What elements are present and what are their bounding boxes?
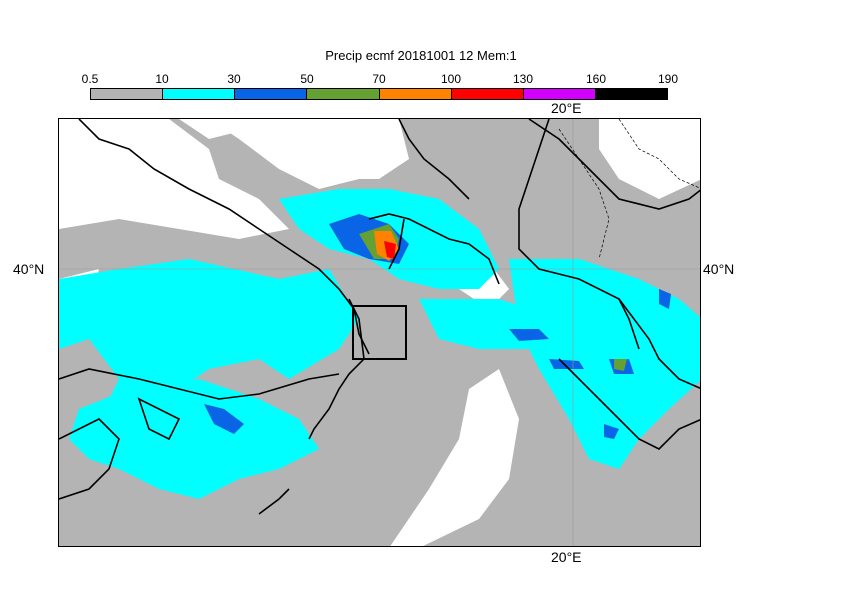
colorbar-tick: 0.5 [81, 72, 99, 86]
colorbar-swatch [595, 89, 667, 99]
colorbar-tick: 130 [512, 72, 534, 86]
colorbar-tick: 160 [585, 72, 607, 86]
colorbar-swatch [451, 89, 524, 99]
colorbar-tick: 100 [440, 72, 462, 86]
precip-heavy-core [359, 224, 627, 371]
colorbar-swatch [235, 89, 308, 99]
longitude-label-top: 20°E [551, 100, 582, 116]
study-area-box [352, 305, 407, 360]
colorbar-tick-labels: 0.5 10 30 50 70 100 130 160 190 [0, 72, 842, 88]
colorbar-swatch [307, 89, 380, 99]
colorbar-swatch [91, 89, 164, 99]
colorbar-tick: 50 [300, 72, 314, 86]
latitude-label-left: 40°N [13, 261, 45, 277]
colorbar-swatch [523, 89, 596, 99]
precipitation-map [58, 118, 701, 547]
colorbar-tick: 190 [657, 72, 679, 86]
colorbar-tick: 10 [155, 72, 169, 86]
colorbar-swatch [379, 89, 452, 99]
colorbar-tick: 70 [372, 72, 386, 86]
colorbar-swatch [163, 89, 236, 99]
colorbar-tick: 30 [227, 72, 241, 86]
borders [558, 119, 700, 260]
longitude-label-bottom: 20°E [551, 549, 582, 565]
map-title: Precip ecmf 20181001 12 Mem:1 [325, 48, 517, 63]
latitude-label-right: 40°N [703, 261, 735, 277]
colorbar [90, 88, 668, 100]
graticule [59, 119, 700, 546]
no-precip-areas [59, 119, 700, 546]
map-svg [59, 119, 700, 546]
